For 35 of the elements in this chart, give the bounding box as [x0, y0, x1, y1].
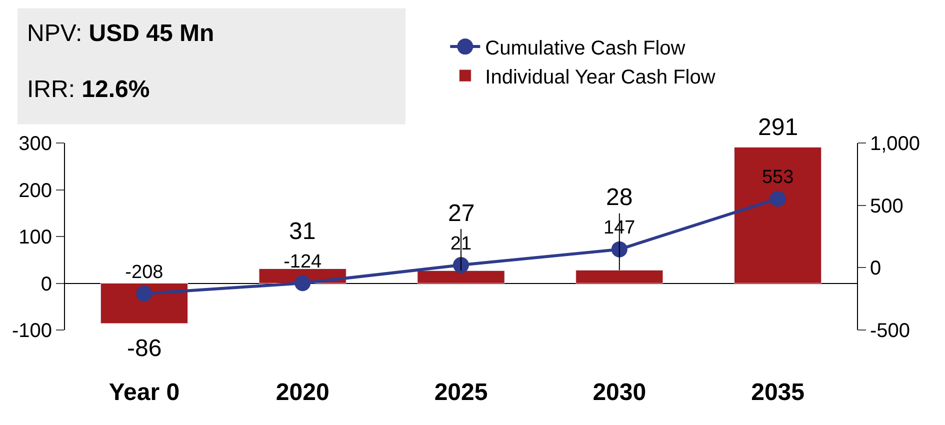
- point: [453, 257, 469, 274]
- data-label: -86: [127, 335, 162, 362]
- data-label: 291: [758, 114, 798, 141]
- data-label: -124: [284, 251, 322, 272]
- bar: [576, 270, 664, 284]
- legend-label: Cumulative Cash Flow: [485, 37, 686, 60]
- bar: [417, 270, 505, 284]
- x-tick-label: 2035: [751, 379, 804, 406]
- text: NPV: USD 45 Mn: [27, 20, 214, 47]
- data-label: 27: [448, 200, 475, 227]
- y2-tick-label: -500: [870, 320, 910, 342]
- bar: [100, 283, 188, 324]
- text: IRR: 12.6%: [27, 76, 150, 103]
- bar: [734, 146, 822, 284]
- legend-label: Individual Year Cash Flow: [485, 66, 716, 88]
- y2-tick-label: 0: [870, 258, 882, 280]
- data-label: 553: [762, 166, 794, 188]
- data-label: -208: [125, 262, 164, 283]
- y-tick-label: 0: [40, 273, 52, 296]
- x-tick-label: 2020: [276, 379, 330, 406]
- y-tick-label: -100: [12, 320, 52, 342]
- y-tick-label: 300: [18, 133, 52, 155]
- data-label: 28: [606, 184, 633, 211]
- point: [294, 275, 311, 292]
- y2-tick-label: 1,000: [870, 133, 920, 155]
- y-tick-label: 200: [18, 180, 52, 202]
- point: [611, 241, 628, 258]
- data-label: 31: [289, 218, 316, 245]
- y2-tick-label: 500: [870, 195, 904, 218]
- x-tick-label: 2025: [434, 379, 488, 406]
- x-tick-label: Year 0: [108, 379, 180, 406]
- point: [770, 190, 786, 207]
- x-tick-label: 2030: [592, 379, 646, 406]
- point: [136, 286, 152, 302]
- y-tick-label: 100: [18, 226, 52, 248]
